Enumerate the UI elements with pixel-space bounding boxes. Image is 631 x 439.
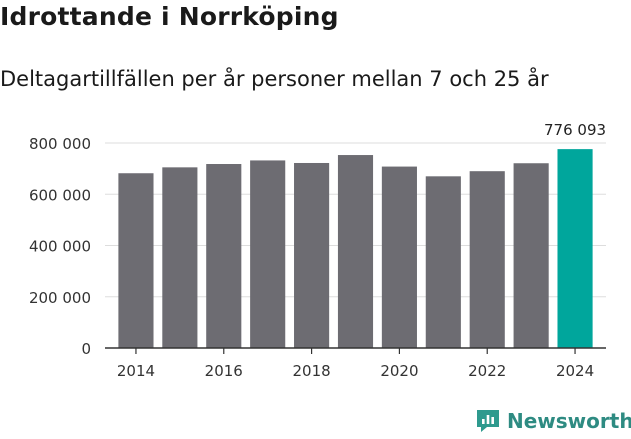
bar	[118, 173, 154, 348]
bar	[206, 164, 242, 348]
y-tick-label: 800 000	[29, 135, 91, 153]
data-label: 776 093	[544, 121, 606, 139]
x-tick-label: 2014	[117, 362, 155, 380]
bar-chart-speech-icon	[477, 410, 499, 432]
x-tick-label: 2022	[468, 362, 506, 380]
bar	[513, 163, 549, 348]
y-tick-label: 600 000	[29, 186, 91, 204]
x-tick-label: 2018	[292, 362, 330, 380]
brand-logo: Newsworthy	[475, 408, 631, 434]
bar	[294, 162, 330, 348]
bar	[469, 171, 505, 348]
bar	[250, 160, 286, 348]
chart-title: Idrottande i Norrköping	[0, 2, 339, 31]
bar	[381, 166, 417, 348]
bar	[337, 155, 374, 348]
y-tick-label: 200 000	[29, 289, 91, 307]
chart-subtitle: Deltagartillfällen per år personer mella…	[0, 67, 549, 91]
y-tick-label: 400 000	[29, 238, 91, 256]
x-tick-label: 2020	[380, 362, 418, 380]
x-tick-label: 2016	[205, 362, 243, 380]
x-tick-label: 2024	[556, 362, 594, 380]
bar	[425, 176, 461, 348]
y-tick-label: 0	[81, 340, 91, 358]
bar-highlight	[557, 149, 593, 348]
brand-name: Newsworthy	[507, 409, 631, 433]
bar	[162, 167, 198, 348]
